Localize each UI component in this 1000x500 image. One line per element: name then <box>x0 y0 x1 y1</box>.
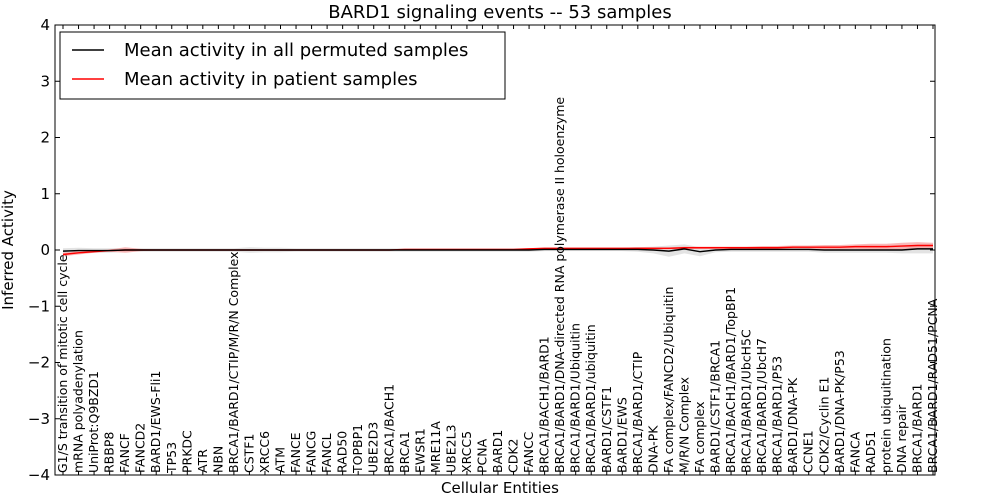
category-label: BRCA1/BARD1/CTIP/M/R/N Complex <box>226 251 241 473</box>
category-label: BRCA1/BARD1/ubiquitin <box>583 324 598 473</box>
category-label: BARD1/DNA-PK/P53 <box>832 350 847 473</box>
category-label: FANCE <box>288 432 303 473</box>
category-label: EWSR1 <box>412 428 427 473</box>
category-label: BARD1 <box>490 430 505 473</box>
category-label: BRCA1/BARD1/UbcH7 <box>754 338 769 473</box>
category-label: BRCA1/BARD1 <box>909 384 924 473</box>
category-label: FA complex <box>692 401 707 473</box>
y-tick-label: 1 <box>40 185 50 203</box>
category-label: MRE11A <box>428 421 443 473</box>
category-label: BARD1/CSTF1 <box>599 386 614 473</box>
category-label: DNA repair <box>894 404 909 473</box>
category-label: FANCC <box>521 431 536 473</box>
y-tick-label: 0 <box>40 241 50 259</box>
series-lines <box>62 244 933 256</box>
category-label: RBBP8 <box>102 432 117 473</box>
category-label: FANCF <box>117 433 132 473</box>
category-label: TOPBP1 <box>350 424 365 474</box>
category-label: PRKDC <box>179 430 194 473</box>
category-label: FANCL <box>319 433 334 473</box>
category-label: BRCA1/BARD1/RAD51/PCNA <box>925 298 940 473</box>
category-label: BRCA1/BARD1/CTIP <box>630 351 645 473</box>
legend-label-patient: Mean activity in patient samples <box>124 69 418 90</box>
category-label: BRCA1/BACH1 <box>381 384 396 473</box>
y-tick-label: −1 <box>28 297 50 315</box>
category-label: UBE2L3 <box>443 425 458 474</box>
category-label: M/R/N Complex <box>676 377 691 473</box>
category-label: ATR <box>195 449 210 473</box>
y-tick-label: 3 <box>40 72 50 90</box>
category-label: ATM <box>273 447 288 473</box>
y-tick-label: −3 <box>28 410 50 428</box>
category-label: UniProt:Q9BZD1 <box>86 371 101 473</box>
category-label: BRCA1/BARD1/UbcH5C <box>739 329 754 473</box>
category-label: RAD51 <box>863 431 878 473</box>
y-tick-label: −2 <box>28 354 50 372</box>
x-axis-ticks <box>62 25 934 475</box>
category-label: UBE2D3 <box>366 422 381 473</box>
category-label: CCNE1 <box>801 430 816 473</box>
category-label: BARD1/CSTF1/BRCA1 <box>708 340 723 473</box>
category-label: TP53 <box>164 442 179 474</box>
category-label: mRNA polyadenylation <box>71 330 86 473</box>
legend-box <box>59 31 506 100</box>
category-label: BARD1/EWS-Fli1 <box>148 371 163 473</box>
y-tick-label: 2 <box>40 129 50 147</box>
category-label: BARD1/EWS <box>614 397 629 473</box>
category-label: XRCC5 <box>459 431 474 473</box>
category-label: FANCA <box>847 431 862 473</box>
chart-title: BARD1 signaling events -- 53 samples <box>328 2 672 23</box>
category-label: BRCA1/BARD1/P53 <box>770 356 785 473</box>
category-label: DNA-PK <box>645 425 660 473</box>
category-label: BRCA1/BARD1/DNA-directed RNA polymerase … <box>552 97 567 473</box>
y-tick-label: −4 <box>28 466 50 484</box>
line-permuted <box>62 248 933 253</box>
category-label: CDK2/Cyclin E1 <box>816 377 831 473</box>
category-label: FA complex/FANCD2/Ubiquitin <box>661 287 676 473</box>
category-label: BRCA1/BACH1/BARD1 <box>537 336 552 473</box>
y-tick-label: 4 <box>40 16 50 34</box>
category-label: PCNA <box>474 438 489 473</box>
category-label: CSTF1 <box>241 434 256 473</box>
category-label: G1/S transition of mitotic cell cycle <box>55 254 70 473</box>
category-label: NBN <box>210 446 225 473</box>
category-label: FANCD2 <box>133 423 148 473</box>
category-label: FANCG <box>304 431 319 473</box>
x-axis-label: Cellular Entities <box>441 479 559 497</box>
category-label: XRCC6 <box>257 431 272 473</box>
y-axis: −4 −3 −2 −1 0 1 2 3 4 <box>28 16 935 484</box>
category-label: BRCA1/BACH1/BARD1/TopBP1 <box>723 287 738 473</box>
legend-label-permuted: Mean activity in all permuted samples <box>124 40 468 61</box>
category-label: protein ubiquitination <box>878 338 893 473</box>
y-axis-label: Inferred Activity <box>0 190 17 310</box>
category-label: CDK2 <box>506 438 521 473</box>
category-label: BARD1/DNA-PK <box>785 377 800 473</box>
category-labels: G1/S transition of mitotic cell cycle mRN… <box>55 97 940 474</box>
category-label: BRCA1/BARD1/Ubiquitin <box>568 323 583 473</box>
category-label: BRCA1 <box>397 431 412 473</box>
legend: Mean activity in all permuted samples Me… <box>59 31 506 100</box>
category-label: RAD50 <box>335 431 350 473</box>
